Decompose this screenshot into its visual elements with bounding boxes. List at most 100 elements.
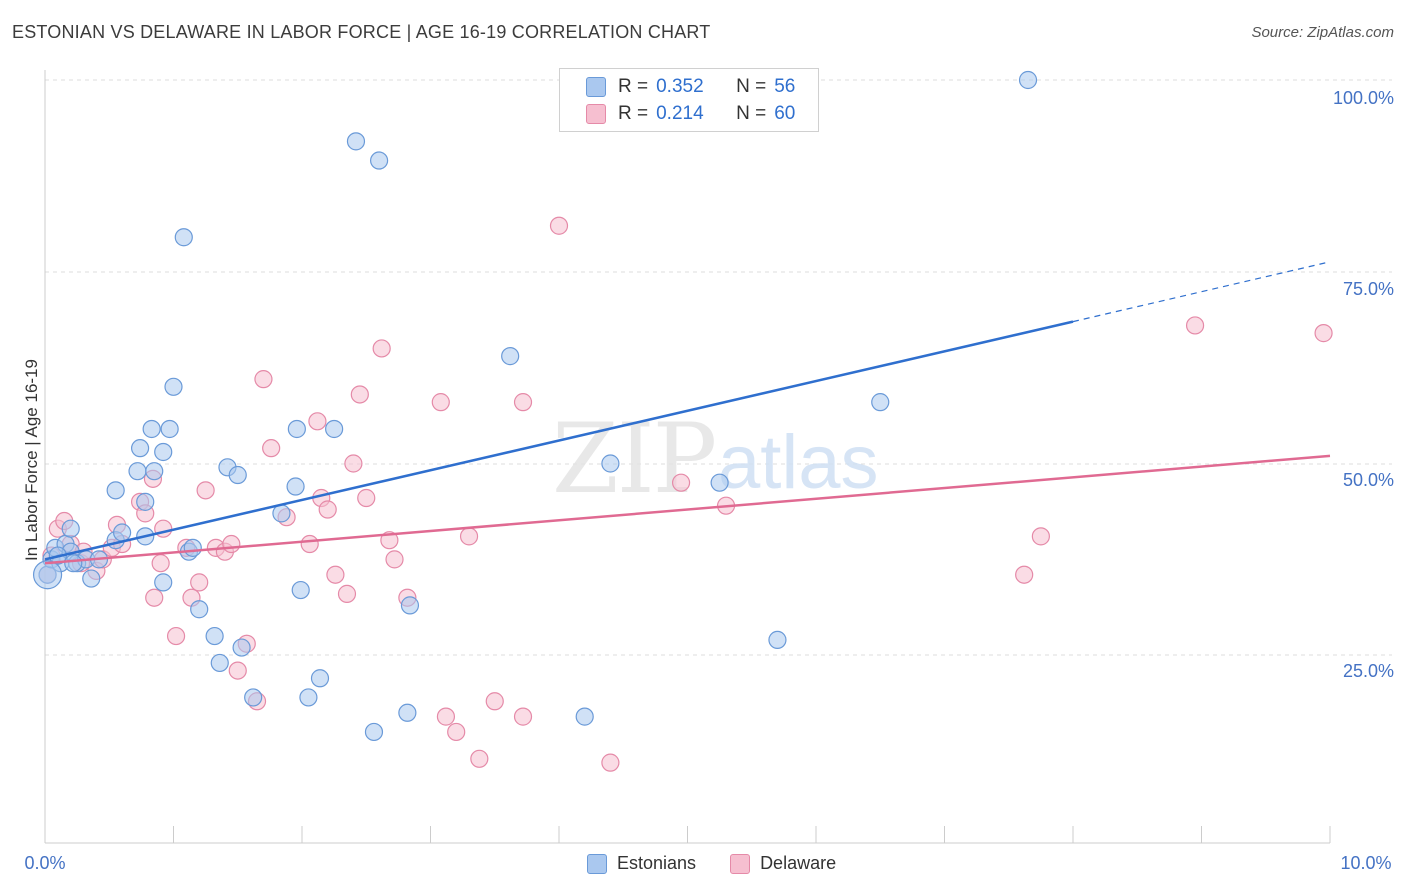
legend-swatch-delaware xyxy=(586,104,606,124)
delaware-point xyxy=(385,550,404,569)
delaware-point xyxy=(262,439,281,458)
estonians-point xyxy=(136,492,155,511)
delaware-point xyxy=(1031,527,1050,546)
delaware-point xyxy=(344,454,363,473)
estonians-point xyxy=(364,722,384,742)
estonians-point xyxy=(130,439,150,458)
delaware-point xyxy=(1015,565,1034,584)
legend-n-value: 56 xyxy=(774,76,796,97)
y-tick-label: 100.0% xyxy=(1333,88,1394,108)
delaware-point xyxy=(145,588,164,607)
estonians-point xyxy=(400,596,420,615)
delaware-point xyxy=(350,385,369,404)
legend-r-label: R = xyxy=(618,103,649,124)
delaware-trend-line xyxy=(44,454,1331,565)
estonians-point xyxy=(398,703,417,722)
estonians-point xyxy=(106,481,125,500)
watermark: ZIP atlas xyxy=(552,403,879,515)
estonians-point xyxy=(160,419,179,439)
series-label-estonians: Estonians xyxy=(617,853,697,873)
delaware-point xyxy=(601,753,620,772)
x-tick-label-max: 10.0% xyxy=(1340,853,1391,873)
delaware-point xyxy=(222,534,241,554)
delaware-point xyxy=(254,370,273,389)
estonians-point xyxy=(64,554,83,573)
estonians-point xyxy=(154,573,173,592)
estonians-point xyxy=(190,600,209,619)
estonians-point xyxy=(145,462,164,481)
delaware-point xyxy=(470,749,489,768)
estonians-point xyxy=(710,473,729,492)
source-label: Source: ZipAtlas.com xyxy=(1251,24,1394,41)
y-tick-labels: 25.0% 50.0% 75.0% 100.0% xyxy=(1333,88,1394,681)
legend-r-value: 0.352 xyxy=(656,76,704,97)
estonians-point xyxy=(501,347,520,366)
estonians-point xyxy=(299,688,318,707)
delaware-point xyxy=(166,626,186,646)
series-legend-estonians[interactable]: Estonians xyxy=(587,853,696,874)
delaware-point xyxy=(1314,324,1333,343)
delaware-point xyxy=(300,534,319,554)
estonians-point xyxy=(174,228,193,247)
estonians-point xyxy=(575,707,594,726)
x-tick-label-min: 0.0% xyxy=(24,853,65,873)
estonians-point xyxy=(244,688,263,707)
delaware-point xyxy=(337,584,357,603)
delaware-point xyxy=(196,481,215,500)
trend-lines xyxy=(44,261,1331,565)
delaware-point xyxy=(1185,316,1205,335)
delaware-point xyxy=(318,500,337,519)
estonians-point xyxy=(272,504,291,523)
estonians-point xyxy=(164,377,183,396)
estonians-trend-extension xyxy=(1072,261,1331,323)
delaware-point xyxy=(151,554,170,573)
delaware-point xyxy=(357,488,376,508)
delaware-point xyxy=(513,707,533,726)
chart-title: ESTONIAN VS DELAWARE IN LABOR FORCE | AG… xyxy=(12,22,711,42)
legend-r-value: 0.214 xyxy=(656,103,704,124)
delaware-point xyxy=(671,473,691,492)
delaware-point xyxy=(447,722,466,742)
legend-n-label: N = xyxy=(736,103,767,124)
estonians-point xyxy=(768,630,787,650)
estonians-point xyxy=(287,419,306,439)
estonians-point xyxy=(128,462,147,481)
estonians-point xyxy=(286,477,305,496)
y-tick-label: 75.0% xyxy=(1343,279,1394,299)
legend-row-estonians: R = 0.352 N = 56 xyxy=(586,75,795,99)
delaware-point xyxy=(308,412,327,431)
legend-r-label: R = xyxy=(618,76,649,97)
delaware-point xyxy=(326,565,345,584)
estonians-point xyxy=(112,523,132,542)
watermark-zip: ZIP xyxy=(552,403,715,515)
estonians-point xyxy=(210,653,229,673)
estonians-point xyxy=(183,538,202,557)
stats-legend: R = 0.352 N = 56 R = 0.214 N = 60 xyxy=(559,68,819,132)
estonians-point xyxy=(601,454,620,473)
legend-n-value: 60 xyxy=(774,103,796,124)
estonians-point xyxy=(228,465,247,485)
series-legend-delaware[interactable]: Delaware xyxy=(730,853,836,874)
series-swatch-estonians xyxy=(587,853,607,874)
series-label-delaware: Delaware xyxy=(760,853,837,873)
series-swatch-delaware xyxy=(730,853,751,874)
estonians-point xyxy=(871,393,890,412)
estonians-point xyxy=(232,638,251,657)
legend-swatch-estonians xyxy=(586,77,606,97)
watermark-atlas: atlas xyxy=(718,420,879,505)
delaware-point xyxy=(513,393,533,412)
x-ticks xyxy=(44,826,1331,843)
delaware-point xyxy=(372,339,391,358)
estonians-point xyxy=(325,419,344,439)
estonians-point xyxy=(61,519,80,538)
legend-n-label: N = xyxy=(736,76,767,97)
legend-row-delaware: R = 0.214 N = 60 xyxy=(586,102,795,126)
estonians-point xyxy=(370,151,389,170)
estonians-point xyxy=(346,132,366,151)
estonians-point xyxy=(154,442,173,462)
delaware-point xyxy=(190,573,209,592)
delaware-point xyxy=(485,692,504,711)
estonians-trend-line xyxy=(44,320,1074,561)
estonians-point xyxy=(142,419,161,439)
estonians-point xyxy=(1018,70,1038,90)
